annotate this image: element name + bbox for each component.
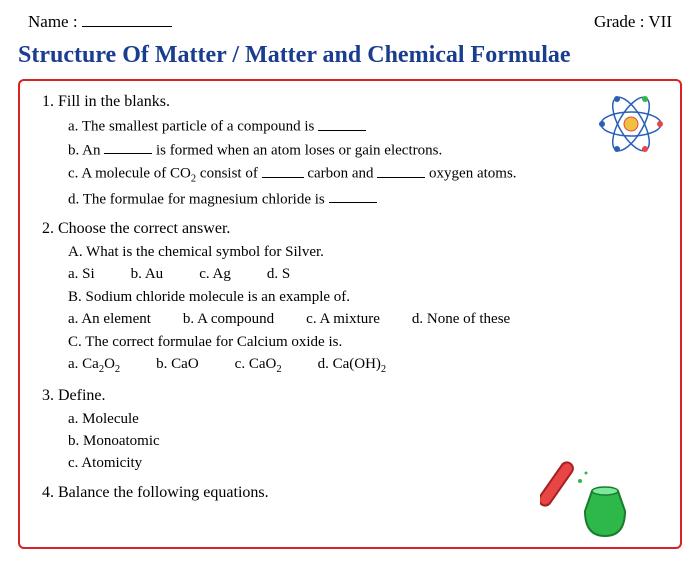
q1-c-mid1: consist of — [196, 166, 261, 182]
worksheet-header: Name : Grade : VII — [0, 0, 700, 38]
q1-b: b. An is formed when an atom loses or ga… — [68, 141, 668, 160]
opt: c. A mixture — [306, 311, 380, 328]
opt: a. Si — [68, 266, 95, 283]
q2-B-opts: a. An element b. A compound c. A mixture… — [68, 311, 668, 328]
opt: d. S — [267, 266, 290, 283]
opt: d. None of these — [412, 311, 510, 328]
t: a. Ca — [68, 356, 99, 372]
q2-C: C. The correct formulae for Calcium oxid… — [68, 334, 668, 351]
q2-A-opts: a. Si b. Au c. Ag d. S — [68, 266, 668, 283]
q1-a: a. The smallest particle of a compound i… — [68, 117, 668, 136]
blank[interactable] — [329, 190, 377, 204]
worksheet-title: Structure Of Matter / Matter and Chemica… — [0, 38, 700, 79]
q1-c: c. A molecule of CO2 consist of carbon a… — [68, 164, 668, 185]
q1-c-pre: c. A molecule of CO — [68, 166, 191, 182]
q1-head: 1. Fill in the blanks. — [42, 93, 668, 111]
q1-b-pre: b. An — [68, 142, 104, 158]
q1-a-text: a. The smallest particle of a compound i… — [68, 119, 318, 135]
question-2: 2. Choose the correct answer. A. What is… — [32, 220, 668, 375]
blank[interactable] — [104, 141, 152, 155]
opt: c. CaO2 — [235, 356, 282, 375]
q2-head: 2. Choose the correct answer. — [42, 220, 668, 238]
q3-a: a. Molecule — [68, 411, 668, 428]
question-1: 1. Fill in the blanks. a. The smallest p… — [32, 93, 668, 208]
t: c. CaO — [235, 356, 277, 372]
atom-icon — [596, 89, 666, 159]
t: O — [104, 356, 115, 372]
q3-b: b. Monoatomic — [68, 433, 668, 450]
opt: d. Ca(OH)2 — [318, 356, 387, 375]
blank[interactable] — [262, 164, 304, 178]
q1-d: d. The formulae for magnesium chloride i… — [68, 190, 668, 209]
q1-c-mid2: carbon and — [304, 166, 378, 182]
name-field: Name : — [28, 12, 172, 32]
opt: b. Au — [131, 266, 164, 283]
opt: b. A compound — [183, 311, 274, 328]
content-box: 1. Fill in the blanks. a. The smallest p… — [18, 79, 682, 549]
opt: c. Ag — [199, 266, 231, 283]
beaker-icon — [540, 451, 640, 541]
q1-d-text: d. The formulae for magnesium chloride i… — [68, 191, 329, 207]
blank[interactable] — [377, 164, 425, 178]
name-label: Name : — [28, 12, 78, 31]
name-blank[interactable] — [82, 26, 172, 27]
q2-B: B. Sodium chloride molecule is an exampl… — [68, 289, 668, 306]
q3-head: 3. Define. — [42, 387, 668, 405]
q1-c-post: oxygen atoms. — [425, 166, 516, 182]
q2-C-opts: a. Ca2O2 b. CaO c. CaO2 d. Ca(OH)2 — [68, 356, 668, 375]
q2-A: A. What is the chemical symbol for Silve… — [68, 244, 668, 261]
opt: a. An element — [68, 311, 151, 328]
t: d. Ca(OH) — [318, 356, 381, 372]
opt: a. Ca2O2 — [68, 356, 120, 375]
opt: b. CaO — [156, 356, 199, 375]
blank[interactable] — [318, 117, 366, 131]
q1-b-post: is formed when an atom loses or gain ele… — [152, 142, 442, 158]
grade-label: Grade : VII — [594, 12, 672, 32]
